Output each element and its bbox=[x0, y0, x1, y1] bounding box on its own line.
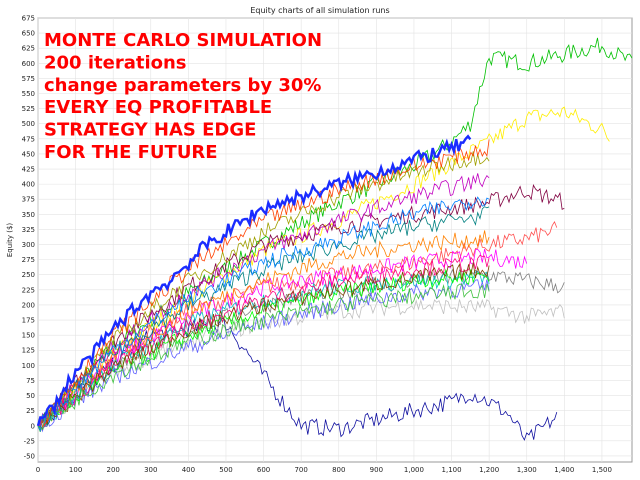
y-axis-label: Equity ($) bbox=[6, 223, 14, 258]
y-tick-label: -25 bbox=[24, 437, 35, 445]
series-layer bbox=[37, 37, 633, 441]
x-tick-label: 1,200 bbox=[479, 466, 499, 474]
series-line bbox=[37, 196, 490, 433]
y-tick-label: 0 bbox=[31, 422, 35, 430]
y-tick-label: 250 bbox=[22, 271, 35, 279]
y-tick-label: 75 bbox=[26, 377, 35, 385]
y-axis-ticks: -50 -25 0 25 50 75 100 125 150 175 200 225 250 275 300… bbox=[22, 15, 35, 461]
series-line bbox=[37, 262, 490, 428]
x-tick-label: 500 bbox=[219, 466, 232, 474]
y-tick-label: 675 bbox=[22, 15, 35, 23]
plot-area bbox=[37, 17, 633, 463]
chart-title: Equity charts of all simulation runs bbox=[250, 6, 389, 15]
y-tick-label: 550 bbox=[22, 90, 35, 98]
series-line bbox=[37, 230, 490, 427]
series-line bbox=[37, 206, 490, 429]
annotation-line: MONTE CARLO SIMULATION bbox=[44, 30, 322, 51]
y-tick-label: 125 bbox=[22, 347, 35, 355]
y-tick-label: 475 bbox=[22, 135, 35, 143]
series-line bbox=[37, 221, 558, 426]
y-tick-label: 600 bbox=[22, 60, 35, 68]
x-tick-label: 800 bbox=[332, 466, 345, 474]
highlight-series-line bbox=[36, 134, 472, 427]
x-tick-label: 1,500 bbox=[592, 466, 612, 474]
y-tick-label: 625 bbox=[22, 45, 35, 53]
y-tick-label: 325 bbox=[22, 226, 35, 234]
series-line bbox=[37, 298, 565, 426]
x-tick-label: 400 bbox=[182, 466, 195, 474]
y-tick-label: 275 bbox=[22, 256, 35, 264]
y-tick-label: 425 bbox=[22, 166, 35, 174]
y-tick-label: 175 bbox=[22, 317, 35, 325]
y-tick-label: 150 bbox=[22, 332, 35, 340]
x-tick-label: 600 bbox=[257, 466, 270, 474]
x-tick-label: 900 bbox=[370, 466, 383, 474]
annotation-line: change parameters by 30% bbox=[44, 75, 321, 96]
y-tick-label: -50 bbox=[24, 452, 35, 460]
y-tick-label: 200 bbox=[22, 301, 35, 309]
annotation-line: FOR THE FUTURE bbox=[44, 142, 218, 163]
y-tick-label: 50 bbox=[26, 392, 35, 400]
annotation-line: STRATEGY HAS EDGE bbox=[44, 120, 256, 141]
y-tick-label: 525 bbox=[22, 105, 35, 113]
x-tick-label: 1,000 bbox=[404, 466, 424, 474]
x-tick-label: 1,100 bbox=[442, 466, 462, 474]
y-tick-label: 400 bbox=[22, 181, 35, 189]
y-tick-label: 450 bbox=[22, 150, 35, 158]
y-tick-label: 375 bbox=[22, 196, 35, 204]
x-tick-label: 1,300 bbox=[517, 466, 537, 474]
x-tick-label: 0 bbox=[36, 466, 40, 474]
series-line bbox=[37, 173, 490, 427]
series-line bbox=[37, 268, 490, 426]
series-line bbox=[37, 248, 528, 427]
x-tick-label: 100 bbox=[69, 466, 82, 474]
y-tick-label: 25 bbox=[26, 407, 35, 415]
y-tick-label: 100 bbox=[22, 362, 35, 370]
annotation-line: EVERY EQ PROFITABLE bbox=[44, 97, 272, 118]
highlight-series-layer bbox=[36, 134, 472, 427]
annotation-line: 200 iterations bbox=[44, 52, 187, 73]
y-tick-label: 575 bbox=[22, 75, 35, 83]
y-tick-label: 300 bbox=[22, 241, 35, 249]
y-tick-label: 500 bbox=[22, 120, 35, 128]
x-tick-label: 1,400 bbox=[554, 466, 574, 474]
y-tick-label: 650 bbox=[22, 30, 35, 38]
x-axis-ticks: 0 100 200 300 400 500 600 700 800 900 1,000 1,100 1,… bbox=[36, 466, 612, 474]
series-line bbox=[37, 317, 558, 441]
x-tick-label: 700 bbox=[294, 466, 307, 474]
y-tick-label: 350 bbox=[22, 211, 35, 219]
x-tick-label: 200 bbox=[107, 466, 120, 474]
x-tick-label: 300 bbox=[144, 466, 157, 474]
series-line bbox=[37, 254, 490, 427]
series-line bbox=[37, 283, 490, 431]
series-line bbox=[37, 279, 490, 433]
y-tick-label: 225 bbox=[22, 286, 35, 294]
